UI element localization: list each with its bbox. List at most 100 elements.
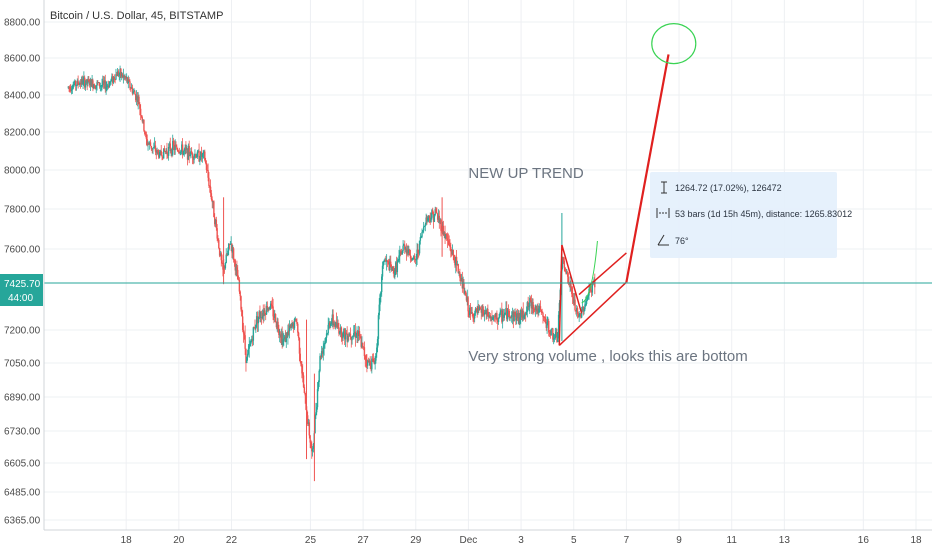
price-badge-countdown: 44:00 xyxy=(8,293,33,304)
y-tick-label: 8400.00 xyxy=(4,91,41,102)
candle-body xyxy=(257,316,260,324)
time-axis[interactable]: 18 20 22 25 27 29 Dec 3 5 7 9 11 13 16 18 xyxy=(121,535,922,546)
candle-body xyxy=(433,215,436,222)
candle-body xyxy=(453,255,455,261)
candle-body xyxy=(422,226,425,231)
candle-body xyxy=(516,313,519,319)
projection-line[interactable] xyxy=(625,54,670,283)
candle-body xyxy=(567,276,570,283)
candle-body xyxy=(258,311,260,317)
candle-body xyxy=(234,260,236,271)
candle-body xyxy=(351,336,353,341)
candle-body xyxy=(390,261,392,267)
candle-body xyxy=(263,310,265,317)
candle-body xyxy=(202,152,204,154)
candle-body xyxy=(71,88,74,90)
candle-body xyxy=(349,333,352,337)
candle-body xyxy=(237,279,240,281)
candle-body xyxy=(79,82,81,85)
candle-body xyxy=(251,339,254,341)
candle-body xyxy=(116,71,119,77)
candle-body xyxy=(109,81,111,83)
candle-body xyxy=(246,357,248,364)
candle-body xyxy=(442,225,445,235)
candle-body xyxy=(227,243,230,251)
candle-body xyxy=(186,148,188,150)
candle-body xyxy=(517,312,519,319)
candle-body xyxy=(362,342,364,347)
candle-body xyxy=(159,150,162,153)
candle-body xyxy=(201,153,204,157)
candle-body xyxy=(238,279,241,292)
candle-body xyxy=(269,303,272,308)
candle-body xyxy=(116,74,118,77)
candle-body xyxy=(260,317,262,318)
candle-body xyxy=(465,295,468,301)
candle-body xyxy=(144,130,146,134)
candle-body xyxy=(272,306,274,317)
flag-pole[interactable] xyxy=(558,244,563,346)
trend-line-lower[interactable] xyxy=(558,281,627,346)
candle-body xyxy=(473,318,475,319)
candle-body xyxy=(580,311,583,318)
y-tick-label: 6890.00 xyxy=(4,393,41,404)
candle-body xyxy=(164,151,167,153)
candle-body xyxy=(376,338,379,348)
measure-box xyxy=(650,172,837,258)
candle-body xyxy=(487,316,490,318)
candle-body xyxy=(79,82,82,85)
candle-body xyxy=(534,309,536,311)
candle-body xyxy=(157,150,159,153)
target-ellipse[interactable] xyxy=(651,22,697,65)
candle-body xyxy=(550,328,552,336)
candle-body xyxy=(70,87,72,91)
candle-body xyxy=(129,81,131,89)
candle-body xyxy=(67,86,69,88)
candle-body xyxy=(420,236,422,238)
candle-body xyxy=(421,231,423,237)
candle-body xyxy=(243,333,246,336)
candle-body xyxy=(151,148,153,150)
candle-body xyxy=(552,338,555,340)
candle-body xyxy=(209,186,212,194)
candle-body xyxy=(480,309,482,313)
candle-body xyxy=(332,314,334,326)
candle-body xyxy=(532,301,534,309)
candle-body xyxy=(193,155,195,160)
candle-body xyxy=(413,256,416,260)
candle-body xyxy=(260,317,263,319)
candle-body xyxy=(359,336,362,339)
candle-body xyxy=(531,301,533,309)
green-arrow-drawing[interactable] xyxy=(581,240,598,304)
candle-body xyxy=(427,215,430,219)
candle-body xyxy=(125,76,127,79)
candle-body xyxy=(122,75,125,78)
candle-body xyxy=(357,331,359,337)
candle-body xyxy=(520,309,522,318)
price-axis[interactable]: 8800.00 8600.00 8400.00 8200.00 8000.00 7800.… xyxy=(4,18,41,527)
candle-body xyxy=(395,262,398,273)
drawings[interactable] xyxy=(558,22,697,346)
candle-body xyxy=(327,324,329,334)
candle-body xyxy=(194,154,196,156)
x-tick-label: 5 xyxy=(571,535,577,546)
trend-line-upper[interactable] xyxy=(578,252,627,296)
flag-edge[interactable] xyxy=(561,244,583,314)
candle-body xyxy=(265,305,268,315)
candle-body xyxy=(111,76,114,83)
candle-body xyxy=(127,79,130,84)
candle-body xyxy=(353,333,355,336)
candle-body xyxy=(457,264,459,273)
candle-body xyxy=(512,311,515,322)
candle-body xyxy=(94,88,97,90)
x-tick-label: 20 xyxy=(173,535,185,546)
candle-body xyxy=(307,422,310,424)
current-price-badge: 7425.70 44:00 xyxy=(0,274,43,306)
price-badge-value: 7425.70 xyxy=(4,279,41,290)
candle-body xyxy=(105,86,107,90)
candle-body xyxy=(511,311,514,316)
candle-body xyxy=(292,323,295,329)
candle-body xyxy=(519,317,521,324)
candle-body xyxy=(92,80,94,89)
